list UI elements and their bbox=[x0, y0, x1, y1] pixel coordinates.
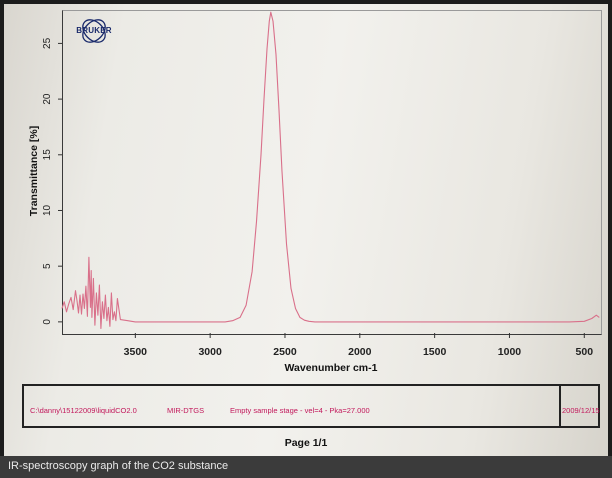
plot-area bbox=[62, 10, 602, 335]
x-tick-label: 2500 bbox=[273, 346, 297, 358]
printed-page-photo bbox=[4, 4, 608, 456]
spectrum-series-line bbox=[61, 11, 600, 330]
x-tick-label: 3000 bbox=[198, 346, 222, 358]
y-tick-label: 0 bbox=[42, 319, 53, 325]
y-tick-label: 5 bbox=[42, 263, 53, 269]
caption-text: IR-spectroscopy graph of the CO2 substan… bbox=[8, 460, 229, 472]
date-text: 2009/12/15 bbox=[562, 406, 600, 415]
bruker-logo: BRUKER bbox=[70, 16, 118, 46]
caption-bar: IR-spectroscopy graph of the CO2 substan… bbox=[0, 456, 612, 478]
x-tick-label: 500 bbox=[576, 346, 594, 358]
logo-text: BRUKER bbox=[76, 26, 112, 35]
page-number: Page 1/1 bbox=[284, 437, 328, 449]
y-tick-label: 10 bbox=[42, 204, 53, 216]
detector-text: MIR-DTGS bbox=[167, 406, 205, 415]
footer-divider bbox=[559, 386, 561, 426]
x-tick-label: 1000 bbox=[498, 346, 522, 358]
x-axis-label: Wavenumber cm-1 bbox=[285, 362, 378, 374]
x-tick-label: 2000 bbox=[348, 346, 372, 358]
y-axis-label: Transmittance [%] bbox=[28, 126, 40, 216]
x-tick-label: 3500 bbox=[124, 346, 148, 358]
file-path-text: C:\danny\15122009\liquidCO2.0 bbox=[30, 406, 137, 415]
x-tick-label: 1500 bbox=[423, 346, 447, 358]
print-footer-box: C:\danny\15122009\liquidCO2.0 MIR-DTGS E… bbox=[22, 384, 600, 428]
y-tick-label: 25 bbox=[42, 37, 53, 49]
y-tick-label: 15 bbox=[42, 149, 53, 161]
y-tick-label: 20 bbox=[42, 93, 53, 105]
bruker-logo-mark-icon bbox=[82, 19, 106, 43]
sample-info-text: Empty sample stage - vel=4 - Pka=27.000 bbox=[230, 406, 370, 415]
